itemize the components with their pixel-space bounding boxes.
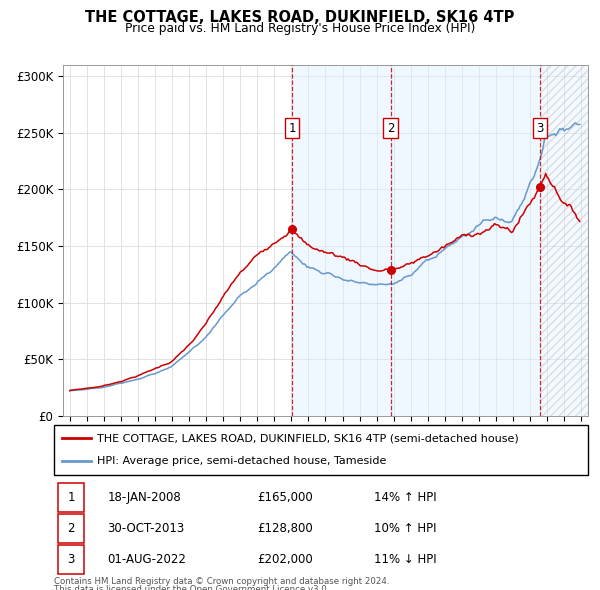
Text: £202,000: £202,000 [257, 553, 313, 566]
Text: 2: 2 [67, 522, 75, 535]
Text: 30-OCT-2013: 30-OCT-2013 [107, 522, 185, 535]
Text: £128,800: £128,800 [257, 522, 313, 535]
Text: 14% ↑ HPI: 14% ↑ HPI [374, 491, 437, 504]
FancyBboxPatch shape [58, 483, 84, 512]
Bar [292, 65, 391, 416]
Text: 18-JAN-2008: 18-JAN-2008 [107, 491, 181, 504]
Text: 1: 1 [67, 491, 75, 504]
Text: THE COTTAGE, LAKES ROAD, DUKINFIELD, SK16 4TP (semi-detached house): THE COTTAGE, LAKES ROAD, DUKINFIELD, SK1… [97, 433, 518, 443]
Text: 01-AUG-2022: 01-AUG-2022 [107, 553, 186, 566]
Text: £165,000: £165,000 [257, 491, 313, 504]
Text: 3: 3 [67, 553, 75, 566]
Text: Price paid vs. HM Land Registry's House Price Index (HPI): Price paid vs. HM Land Registry's House … [125, 22, 475, 35]
Text: 2: 2 [387, 122, 395, 135]
Bar [391, 65, 540, 416]
Text: Contains HM Land Registry data © Crown copyright and database right 2024.: Contains HM Land Registry data © Crown c… [54, 577, 389, 586]
Text: 11% ↓ HPI: 11% ↓ HPI [374, 553, 437, 566]
Text: 3: 3 [536, 122, 544, 135]
FancyBboxPatch shape [58, 514, 84, 543]
Text: HPI: Average price, semi-detached house, Tameside: HPI: Average price, semi-detached house,… [97, 457, 386, 467]
Text: 10% ↑ HPI: 10% ↑ HPI [374, 522, 437, 535]
Text: 1: 1 [289, 122, 296, 135]
FancyBboxPatch shape [58, 545, 84, 574]
Text: THE COTTAGE, LAKES ROAD, DUKINFIELD, SK16 4TP: THE COTTAGE, LAKES ROAD, DUKINFIELD, SK1… [85, 10, 515, 25]
Bar [540, 65, 588, 416]
Text: This data is licensed under the Open Government Licence v3.0.: This data is licensed under the Open Gov… [54, 585, 329, 590]
